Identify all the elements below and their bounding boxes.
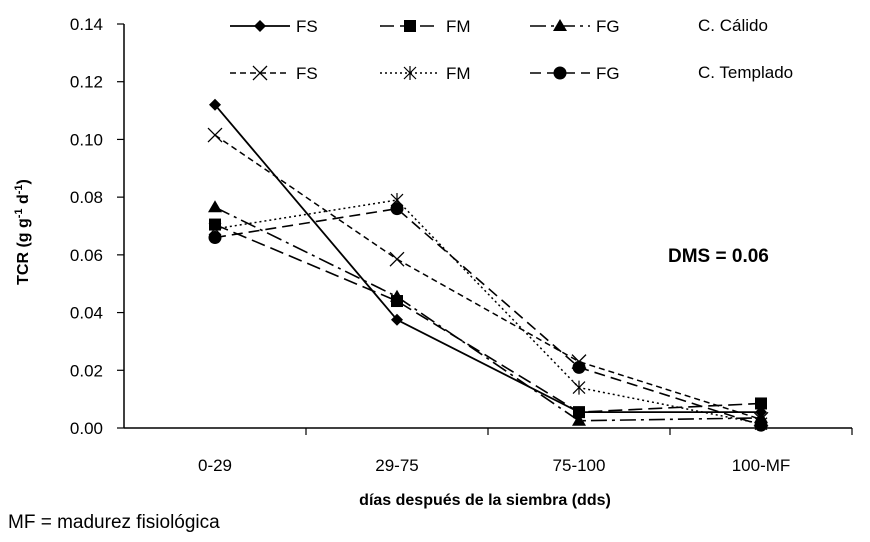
y-axis-title-main: TCR (g g	[15, 218, 32, 285]
legend-entry-fm-1: FM	[380, 17, 471, 36]
legend-group-label: C. Templado	[698, 63, 793, 82]
legend-label: FG	[596, 17, 620, 36]
data-point-fg-2	[208, 200, 222, 213]
legend-marker	[252, 65, 268, 81]
y-tick-label: 0.02	[70, 361, 103, 380]
data-point-fg-5	[754, 418, 768, 432]
x-tick-labels: 0-29 29-75 75-100 100-MF	[198, 456, 790, 475]
data-point-fm-1	[755, 397, 767, 410]
series-lines	[214, 104, 762, 426]
legend-label: FS	[296, 64, 318, 83]
series-line-fg-2	[214, 206, 762, 422]
data-point-fg-5	[390, 202, 404, 216]
footnote: MF = madurez fisiológica	[8, 512, 220, 533]
y-tick-label: 0.06	[70, 246, 103, 265]
legend-group-label: C. Cálido	[698, 16, 768, 35]
legend-marker	[403, 66, 417, 80]
series-line-fg-5	[214, 207, 762, 426]
series-line-fm-4	[214, 199, 762, 425]
data-point-fm-4	[572, 380, 586, 395]
x-tick-label: 29-75	[375, 456, 418, 475]
legend-entry-fg-2: FG	[530, 17, 620, 36]
legend-label: FM	[446, 17, 471, 36]
y-axis-title: TCR (g g-1 d-1)	[13, 179, 32, 285]
legend-entry-fs-0: FS	[230, 17, 318, 36]
series-line-fm-1	[214, 223, 762, 413]
x-tick-label: 100-MF	[732, 456, 791, 475]
legend-label: FG	[596, 64, 620, 83]
data-point-fs-3	[207, 127, 223, 143]
legend-entry-fm-4: FM	[380, 64, 471, 83]
y-axis-title-mid: d	[15, 194, 32, 208]
legend-entry-fg-5: FG	[530, 64, 620, 83]
y-tick-label: 0.12	[70, 73, 103, 92]
y-tick-label: 0.10	[70, 130, 103, 149]
legend: FS FM FG FS FM FG C. Cálido C. Templado	[230, 16, 793, 83]
y-axis-title-end: )	[15, 179, 32, 184]
series-line-fs-3	[214, 134, 762, 421]
legend-marker	[254, 20, 266, 32]
data-point-fs-0	[209, 98, 221, 111]
series-markers	[207, 98, 769, 432]
legend-marker	[553, 19, 567, 31]
data-point-fg-2	[572, 413, 586, 426]
data-point-fm-1	[573, 406, 585, 419]
data-point-fg-5	[208, 231, 222, 245]
data-point-fs-3	[389, 251, 405, 267]
y-axis-title-sup1: -1	[13, 208, 25, 218]
y-tick-label: 0.04	[70, 304, 103, 323]
x-tick-label: 75-100	[553, 456, 606, 475]
legend-label: FS	[296, 17, 318, 36]
y-axis-title-sup2: -1	[13, 184, 25, 194]
data-point-fg-5	[572, 360, 586, 374]
x-axis-title: días después de la siembra (dds)	[359, 492, 611, 509]
x-tick-label: 0-29	[198, 456, 232, 475]
legend-entry-fs-3: FS	[230, 64, 318, 83]
legend-marker	[404, 20, 416, 32]
legend-label: FM	[446, 64, 471, 83]
y-tick-labels: 0.00 0.02 0.04 0.06 0.08 0.10 0.12 0.14	[70, 15, 103, 438]
series-line-fs-0	[214, 104, 761, 414]
y-tick-label: 0.00	[70, 419, 103, 438]
y-tick-label: 0.08	[70, 188, 103, 207]
legend-marker	[553, 66, 567, 80]
chart: 0.00 0.02 0.04 0.06 0.08 0.10 0.12 0.14 0-29 29-…	[13, 15, 853, 509]
y-tick-label: 0.14	[70, 15, 103, 34]
data-point-fg-2	[390, 289, 404, 302]
dms-annotation: DMS = 0.06	[668, 246, 769, 267]
data-point-fs-0	[391, 313, 403, 326]
axes	[117, 23, 853, 435]
